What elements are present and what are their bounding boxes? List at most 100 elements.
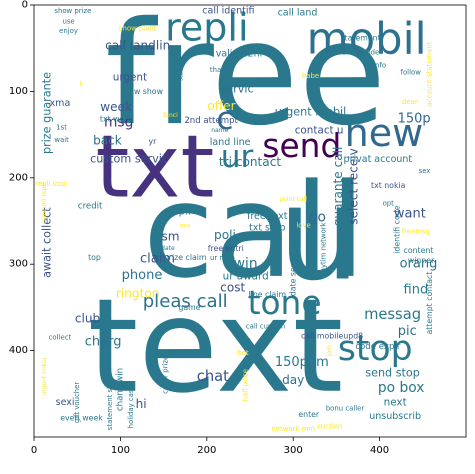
word-caller-prize: caller prize (161, 356, 169, 394)
word-txt-word: txt word (100, 115, 132, 124)
word-attempt-contact: attempt contact (425, 272, 434, 335)
word-150p: 150p (398, 112, 431, 127)
word-hi: hi (136, 397, 147, 411)
word-follow: follow (401, 68, 422, 76)
word-msg: msg (104, 115, 133, 131)
word-privat-account: privat account (344, 154, 413, 165)
word-gift-voucher: gift voucher (73, 382, 81, 424)
word-txt-stop: txt stop (249, 222, 286, 233)
word-await-collect: await collect (40, 207, 53, 278)
word-line-claim: line claim (249, 290, 287, 299)
word-sm: sm (161, 230, 179, 244)
word-repli-stop: repli stop (35, 180, 67, 188)
word-top: top (88, 253, 101, 262)
word-name: name (211, 127, 228, 134)
word-free-entri: free entri (208, 244, 244, 253)
word-date: date (161, 245, 175, 252)
plot-background (34, 5, 466, 437)
word-next: next (384, 396, 407, 408)
word-poli: poli (214, 228, 236, 242)
word-stop: stop (338, 329, 413, 369)
word-auction: auction (317, 423, 343, 431)
word-free-text: free text (247, 211, 288, 222)
word-2nd-attempt: 2nd attempt (184, 116, 238, 126)
word-babe: babe (302, 72, 319, 80)
word-opt: opt (383, 200, 395, 208)
word-wait: wait (54, 136, 69, 144)
word-orang: orang (400, 257, 438, 272)
y-tick-label: 100 (9, 86, 28, 97)
word-xxx: xxx (180, 223, 191, 230)
word-account-statement: account statement (426, 41, 434, 106)
word-send-stop: send stop (365, 367, 420, 380)
word-statement: statement (341, 33, 381, 42)
word-use: use (62, 17, 74, 25)
word-dear: dear (402, 98, 418, 106)
word-send: send (262, 127, 341, 165)
word-valid-12hr: valid 12hr (216, 49, 264, 60)
word-repli: repli (165, 5, 248, 49)
word-start: start (177, 66, 184, 81)
word-pic: pic (398, 324, 417, 339)
word-yr: yr (148, 137, 157, 146)
word-collect: collect (49, 334, 72, 342)
word-ur: ur (221, 139, 254, 175)
word-see: see (296, 319, 308, 327)
word-charg: charg (85, 334, 122, 349)
word-anytim-network: anytim network (319, 222, 327, 276)
word-text: text (88, 271, 344, 422)
word-love: love (296, 221, 310, 229)
word-half-price: half price (242, 369, 250, 401)
word-club: club (75, 312, 101, 326)
y-axis: 0 100 200 300 400 (9, 0, 34, 356)
word-enter: enter (298, 410, 320, 419)
word-join: join (326, 345, 333, 357)
word-point-call: point call (279, 196, 307, 203)
x-tick-label: 100 (111, 445, 130, 456)
y-tick-label: 300 (9, 259, 28, 270)
word-thank: thank (210, 66, 230, 74)
word-rington: rington (116, 287, 159, 301)
word-servic: servic (220, 82, 253, 95)
y-tick-label: 0 (22, 0, 28, 11)
x-tick-label: 400 (370, 445, 389, 456)
word-show-prize: show prize (54, 7, 91, 15)
word-tri-contact: tri contact (219, 155, 281, 169)
word-unsubscrib: unsubscrib (369, 411, 421, 422)
word-content: content (404, 246, 434, 255)
x-tick-label: 200 (197, 445, 216, 456)
y-tick-label: 200 (9, 172, 28, 183)
word-c: c (216, 101, 233, 137)
word-info: info (373, 61, 386, 69)
word-chat: chat (197, 368, 229, 385)
word-date-servic: date servic (289, 253, 298, 296)
word-want: want (394, 207, 426, 222)
word-ur-mob: ur mob (210, 254, 235, 262)
word-txt-nokia: txt nokia (371, 181, 406, 190)
word-call-land: call land (278, 7, 318, 18)
x-tick-label: 0 (31, 445, 37, 456)
word-hot: hot (237, 349, 249, 357)
word-everi-week: everi week (60, 413, 103, 422)
word-call-landlin: call landlin (105, 39, 170, 53)
word-identifi-code: identifi code (392, 205, 401, 253)
word-call-identifi: call identifi (202, 6, 254, 17)
word-mobil: mobil (307, 15, 427, 65)
word-custom-servic: custom servic (90, 152, 168, 165)
word-week: week (100, 100, 132, 114)
word-statement-show: statement show (106, 374, 114, 430)
word-b: b (80, 81, 84, 88)
word-prize-claim: prize claim (164, 253, 207, 262)
word-game: game (178, 303, 200, 312)
word-call-mobileupd8: call mobileupd8 (301, 331, 363, 340)
word-messag: messag (364, 306, 421, 323)
word-win: win (234, 256, 258, 272)
word-prize-guarante: prize guarante (40, 72, 53, 154)
word-fanci: fanci (163, 112, 178, 119)
word-land-line: land line (210, 137, 251, 148)
plot-frame (33, 4, 467, 438)
word-freemsg: freemsg (402, 227, 430, 235)
